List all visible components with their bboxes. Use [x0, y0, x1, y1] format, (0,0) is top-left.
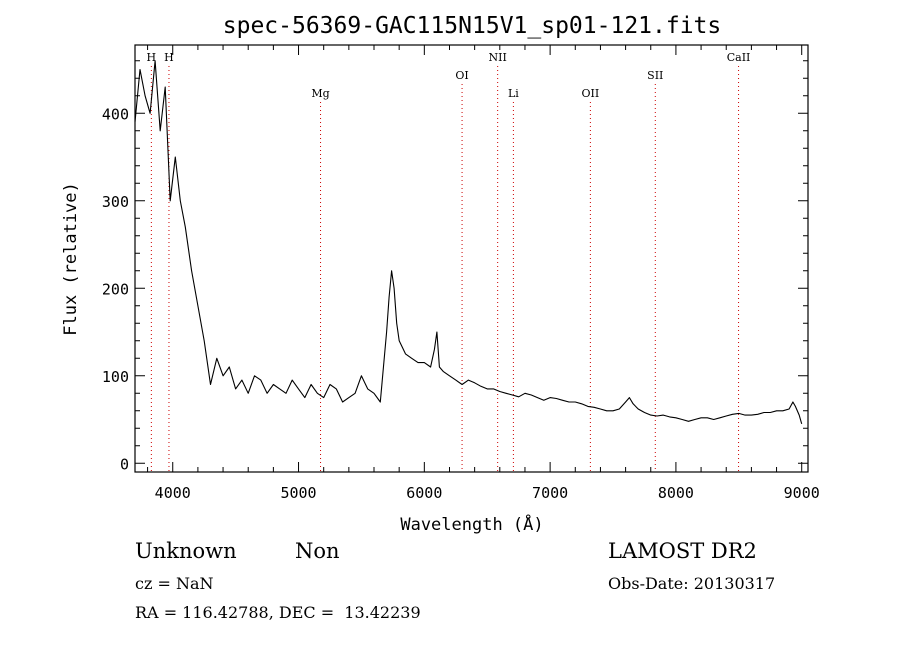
plot-frame [134, 44, 809, 473]
x-tick-label-2: 6000 [406, 484, 442, 502]
y-axis-label: Flux (relative) [61, 182, 81, 336]
y-tick-label-0: 0 [120, 455, 129, 473]
y-tick-label-3: 300 [102, 193, 129, 211]
class-label: Unknown [135, 539, 237, 563]
marker-label-5: Li [508, 87, 519, 100]
marker-label-7: SII [647, 69, 663, 82]
y-tick-label-2: 200 [102, 280, 129, 298]
axis-ticks: 4000 5000 6000 7000 8000 9000 0 100 200 300 400 [102, 45, 820, 502]
subclass-label: Non [295, 539, 340, 563]
spectrum-line-0 [134, 60, 803, 425]
redshift-label: cz = NaN [135, 574, 214, 593]
survey-label: LAMOST DR2 [608, 539, 757, 563]
y-tick-label-4: 400 [102, 105, 129, 123]
marker-label-1: H [164, 51, 174, 64]
x-tick-label-4: 8000 [658, 484, 694, 502]
marker-label-0: H [147, 51, 157, 64]
marker-label-2: Mg [311, 87, 329, 100]
obs-date-label: Obs-Date: 20130317 [608, 574, 776, 593]
x-tick-label-0: 4000 [155, 484, 191, 502]
chart-title: spec-56369-GAC115N15V1_sp01-121.fits [223, 13, 722, 39]
spectral-line-markers: H H Mg OI NII Li OII SII CaII [147, 51, 751, 472]
x-axis-label: Wavelength (Å) [400, 513, 543, 535]
x-tick-label-1: 5000 [280, 484, 316, 502]
marker-label-8: CaII [727, 51, 751, 64]
y-tick-label-1: 100 [102, 368, 129, 386]
marker-label-6: OII [582, 87, 600, 100]
x-tick-label-3: 7000 [532, 484, 568, 502]
spectrum-series [134, 60, 803, 425]
marker-label-3: OI [455, 69, 468, 82]
x-tick-label-5: 9000 [784, 484, 820, 502]
marker-label-4: NII [489, 51, 507, 64]
coordinates-label: RA = 116.42788, DEC = 13.42239 [135, 603, 421, 622]
